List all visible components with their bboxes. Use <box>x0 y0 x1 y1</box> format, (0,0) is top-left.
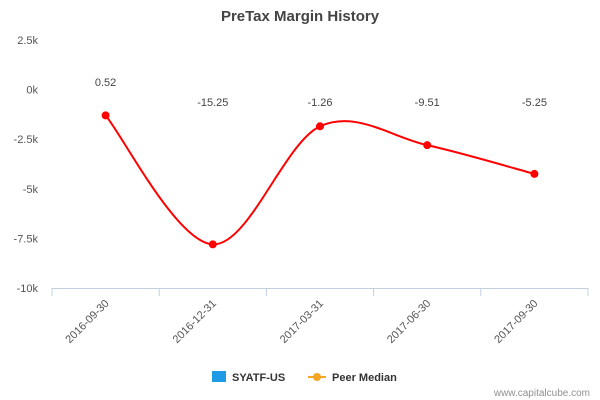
chart-title: PreTax Margin History <box>221 8 380 25</box>
legend[interactable]: SYATF-US Peer Median <box>212 371 397 384</box>
x-axis: 2016-09-30 2016-12-31 2017-03-31 2017-06-30… <box>51 288 589 346</box>
data-label: -15.25 <box>197 97 228 109</box>
x-tick-label: 2016-09-30 <box>63 298 111 346</box>
series-layer: 0.52 -15.25 -1.26 -9.51 -5.25 <box>95 77 547 249</box>
legend-item[interactable]: SYATF-US <box>212 371 285 384</box>
y-tick-label: -10k <box>17 283 39 295</box>
data-label: 0.52 <box>95 77 116 89</box>
data-label: -1.26 <box>307 97 332 109</box>
data-point[interactable] <box>208 240 217 249</box>
data-point[interactable] <box>423 141 432 150</box>
legend-label: Peer Median <box>332 372 397 384</box>
y-tick-label: 0k <box>26 85 38 97</box>
legend-swatch-dot <box>313 373 321 381</box>
credit-text: www.capitalcube.com <box>493 388 590 399</box>
x-tick-label: 2017-09-30 <box>492 298 540 346</box>
data-point[interactable] <box>101 111 110 120</box>
x-tick-label: 2016-12-31 <box>171 298 219 346</box>
legend-swatch <box>212 371 226 382</box>
legend-item[interactable]: Peer Median <box>308 372 397 384</box>
y-tick-label: 2.5k <box>17 35 38 47</box>
y-axis: 2.5k 0k -2.5k -5k -7.5k -10k <box>14 35 39 295</box>
series-line <box>104 114 535 246</box>
x-tick-label: 2017-06-30 <box>385 298 433 346</box>
y-tick-label: -2.5k <box>14 134 39 146</box>
x-tick-label: 2017-03-31 <box>278 298 326 346</box>
y-tick-label: -7.5k <box>14 233 39 245</box>
data-label: -9.51 <box>415 97 440 109</box>
y-tick-label: -5k <box>23 184 39 196</box>
data-label: -5.25 <box>522 97 547 109</box>
legend-label: SYATF-US <box>232 372 285 384</box>
data-point[interactable] <box>530 169 539 178</box>
data-point[interactable] <box>316 122 324 131</box>
